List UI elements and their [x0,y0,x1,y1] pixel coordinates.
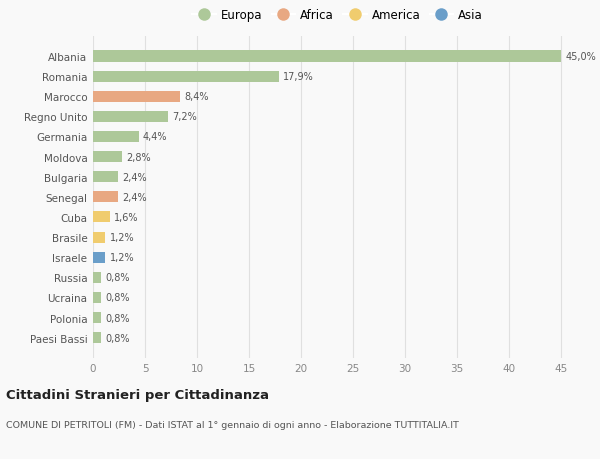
Text: 2,8%: 2,8% [126,152,151,162]
Bar [93,252,106,263]
Text: 0,8%: 0,8% [106,313,130,323]
Text: 1,6%: 1,6% [114,213,139,223]
Bar [93,51,561,62]
Text: 4,4%: 4,4% [143,132,167,142]
Text: 1,2%: 1,2% [110,252,134,263]
Bar [93,132,139,143]
Legend: Europa, Africa, America, Asia: Europa, Africa, America, Asia [190,7,485,24]
Bar [93,72,279,83]
Text: 1,2%: 1,2% [110,233,134,242]
Bar [93,192,118,203]
Bar [93,112,168,123]
Text: Cittadini Stranieri per Cittadinanza: Cittadini Stranieri per Cittadinanza [6,388,269,401]
Text: 0,8%: 0,8% [106,333,130,343]
Text: 17,9%: 17,9% [283,72,314,82]
Bar [93,272,101,283]
Bar [93,91,181,102]
Bar [93,212,110,223]
Text: COMUNE DI PETRITOLI (FM) - Dati ISTAT al 1° gennaio di ogni anno - Elaborazione : COMUNE DI PETRITOLI (FM) - Dati ISTAT al… [6,420,459,429]
Bar [93,292,101,303]
Text: 7,2%: 7,2% [172,112,197,122]
Bar [93,151,122,163]
Bar [93,312,101,323]
Text: 0,8%: 0,8% [106,293,130,303]
Bar [93,232,106,243]
Text: 45,0%: 45,0% [565,52,596,62]
Bar [93,172,118,183]
Text: 8,4%: 8,4% [185,92,209,102]
Bar [93,332,101,343]
Text: 0,8%: 0,8% [106,273,130,283]
Text: 2,4%: 2,4% [122,172,147,182]
Text: 2,4%: 2,4% [122,192,147,202]
